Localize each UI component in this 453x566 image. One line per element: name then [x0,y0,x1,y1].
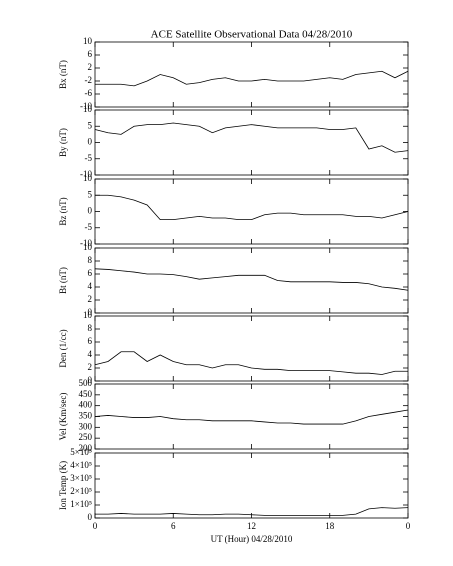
data-line [95,507,409,516]
y-tick-label: -10 [80,101,92,111]
chart-title: ACE Satellite Observational Data 04/28/2… [151,29,353,41]
y-tick-label: -10 [80,238,92,248]
data-line [94,122,409,153]
y-tick-label: 4×10⁵ [70,460,92,470]
y-tick-label: 2 [88,294,93,304]
y-tick-label: 10 [83,36,93,46]
y-tick-label: 10 [83,242,93,252]
x-tick-label: 0 [406,521,411,531]
y-tick-label: 3×10⁵ [70,473,92,483]
y-axis-label: Bx (nT) [58,60,68,89]
y-tick-label: -10 [80,169,92,179]
y-tick-label: 400 [79,400,93,410]
y-tick-label: 5 [88,120,93,130]
panel-frame [94,452,409,519]
data-line [94,268,409,291]
y-tick-label: 2×10⁵ [70,486,92,496]
y-tick-label: 0 [88,375,93,385]
panel-frame [94,315,409,382]
x-tick-label: 12 [247,521,256,531]
y-tick-label: 4 [88,349,93,359]
y-axis-label: Bt (nT) [58,267,68,294]
y-tick-label: 250 [79,432,93,442]
y-tick-label: 300 [79,421,93,431]
y-axis-label: Den (1/cc) [58,329,68,367]
x-axis-label: UT (Hour) 04/28/2010 [211,534,293,544]
y-tick-label: 2 [88,362,93,372]
data-line [94,409,409,425]
panel-frame [94,109,409,176]
data-line [94,351,408,375]
y-tick-label: 1×10⁵ [70,499,92,509]
y-tick-label: 10 [83,310,93,320]
y-tick-label: 6 [88,49,93,59]
y-tick-label: 10 [83,173,93,183]
x-tick-label: 18 [325,521,335,531]
panel-frame [94,178,409,245]
y-tick-label: 5 [88,189,93,199]
y-tick-label: 8 [88,255,93,265]
y-tick-label: 350 [79,411,93,421]
panel-frame [94,41,409,108]
y-tick-label: 200 [79,443,93,453]
y-axis-label: Bz (nT) [58,197,68,225]
y-axis-label: Ion Temp (K) [58,461,68,510]
y-tick-label: -6 [85,88,93,98]
y-tick-label: 6 [88,336,93,346]
panel-frame [94,247,409,314]
y-tick-label: -5 [85,222,93,232]
x-tick-label: 6 [171,521,176,531]
y-tick-label: 5×10⁵ [70,447,92,457]
y-tick-label: 2 [88,62,93,72]
data-line [95,194,409,221]
y-tick-label: 0 [88,137,93,147]
y-tick-label: 4 [88,281,93,291]
y-tick-label: 0 [88,307,93,317]
y-tick-label: 450 [79,389,93,399]
y-tick-label: 0 [88,512,93,522]
data-line [95,70,409,87]
y-tick-label: -5 [85,153,93,163]
panel-frame [94,383,409,450]
y-axis-label: Vel (Km/sec) [58,393,68,441]
x-tick-label: 0 [93,521,98,531]
y-tick-label: -2 [85,75,93,85]
y-tick-label: 0 [88,206,93,216]
y-axis-label: By (nT) [58,128,68,157]
y-tick-label: 10 [83,104,93,114]
y-tick-label: 6 [88,268,93,278]
y-tick-label: 8 [88,323,93,333]
y-tick-label: 500 [79,378,93,388]
